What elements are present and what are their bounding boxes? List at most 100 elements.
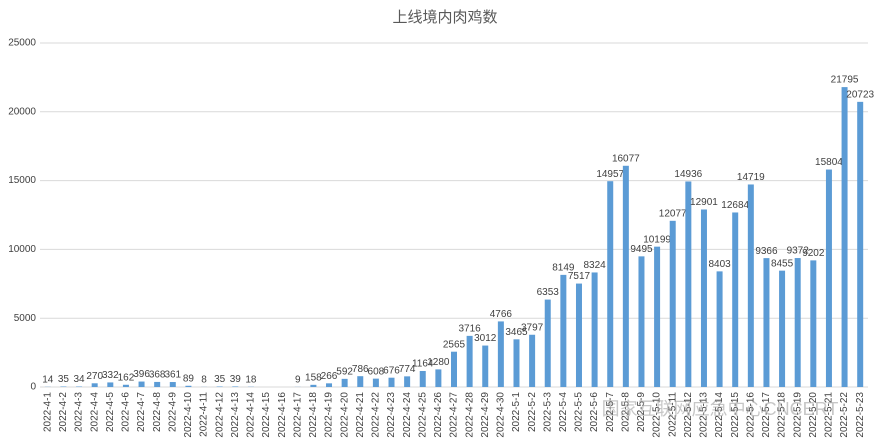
data-label: 1164	[412, 359, 434, 370]
bar	[513, 339, 520, 387]
data-label: 8149	[552, 263, 575, 274]
x-tick-label: 2022-4-9	[167, 392, 178, 432]
data-label: 8403	[708, 259, 731, 270]
x-tick-label: 2022-5-1	[511, 392, 522, 432]
x-tick-label: 2022-4-1	[42, 392, 53, 432]
bar	[825, 169, 832, 387]
x-tick-label: 2022-5-2	[527, 392, 538, 432]
x-tick-label: 2022-4-29	[480, 392, 491, 438]
data-label: 21795	[831, 75, 859, 86]
data-label: 12077	[659, 208, 687, 219]
bar	[341, 378, 348, 387]
x-tick-label: 2022-5-6	[589, 392, 600, 432]
data-label: 3797	[521, 322, 544, 333]
bar	[529, 334, 536, 387]
y-tick-label: 10000	[8, 244, 36, 255]
data-label: 592	[336, 366, 353, 377]
bar	[326, 383, 333, 387]
x-tick-label: 2022-4-25	[417, 392, 428, 438]
bar	[810, 260, 817, 387]
bar	[607, 181, 614, 387]
data-label: 774	[399, 364, 416, 375]
bar	[841, 87, 848, 387]
data-label: 14957	[596, 169, 624, 180]
x-tick-label: 2022-4-21	[355, 392, 366, 438]
bar	[169, 382, 176, 387]
data-label: 20723	[846, 89, 874, 100]
data-label: 14719	[737, 172, 765, 183]
x-tick-label: 2022-5-15	[730, 392, 741, 438]
x-tick-label: 2022-4-14	[246, 392, 257, 438]
x-tick-label: 2022-4-26	[433, 392, 444, 438]
data-label: 18	[245, 374, 257, 385]
x-tick-label: 2022-4-16	[277, 392, 288, 438]
bar	[747, 184, 754, 387]
x-tick-label: 2022-4-23	[386, 392, 397, 438]
y-tick-label: 5000	[14, 313, 37, 324]
bar	[107, 382, 114, 387]
bar	[91, 383, 98, 387]
x-tick-label: 2022-4-17	[292, 392, 303, 438]
x-tick-label: 2022-4-8	[152, 392, 163, 432]
bar	[857, 101, 864, 388]
x-tick-label: 2022-4-24	[402, 392, 413, 438]
x-tick-label: 2022-4-12	[214, 392, 225, 438]
x-tick-label: 2022-4-13	[230, 392, 241, 438]
x-tick-label: 2022-5-14	[714, 392, 725, 438]
y-tick-label: 25000	[8, 38, 36, 49]
x-tick-label: 2022-5-3	[542, 392, 553, 432]
bar	[638, 256, 645, 387]
bar	[482, 345, 489, 387]
x-tick-label: 2022-5-18	[777, 392, 788, 438]
data-label: 14	[42, 374, 54, 385]
bar	[419, 370, 426, 387]
y-tick-label: 15000	[8, 175, 36, 186]
x-tick-label: 2022-5-20	[808, 392, 819, 438]
y-tick-label: 20000	[8, 106, 36, 117]
x-tick-label: 2022-5-10	[652, 392, 663, 438]
data-label: 15804	[815, 157, 843, 168]
data-label: 6353	[537, 287, 560, 298]
x-tick-label: 2022-4-30	[496, 392, 507, 438]
data-label: 9372	[787, 246, 810, 257]
data-label: 396	[133, 369, 150, 380]
x-tick-label: 2022-4-20	[339, 392, 350, 438]
x-tick-label: 2022-5-22	[839, 392, 850, 438]
bar	[357, 376, 364, 387]
data-label: 786	[352, 364, 369, 375]
data-label: 34	[73, 374, 85, 385]
x-tick-label: 2022-5-9	[636, 392, 647, 432]
bar	[560, 274, 567, 387]
data-label: 35	[214, 374, 226, 385]
data-label: 7517	[568, 271, 591, 282]
data-label: 9	[295, 375, 301, 386]
bar	[685, 181, 692, 387]
x-tick-label: 2022-4-3	[74, 392, 85, 432]
x-tick-label: 2022-5-8	[620, 392, 631, 432]
data-label: 8455	[771, 258, 794, 269]
data-label: 608	[368, 366, 385, 377]
bar	[669, 220, 676, 387]
data-label: 14936	[674, 169, 702, 180]
x-tick-label: 2022-4-4	[89, 392, 100, 432]
x-tick-label: 2022-4-19	[324, 392, 335, 438]
bar	[451, 351, 457, 387]
bar	[622, 165, 629, 387]
x-tick-label: 2022-5-4	[558, 392, 569, 432]
x-tick-label: 2022-4-27	[449, 392, 460, 438]
data-label: 35	[58, 374, 70, 385]
data-label: 3012	[474, 333, 497, 344]
bar	[310, 384, 317, 387]
data-label: 2565	[443, 339, 466, 350]
bar	[435, 369, 442, 387]
data-label: 16077	[612, 153, 640, 164]
bar	[732, 212, 739, 387]
chart-title: 上线境内肉鸡数	[392, 8, 497, 26]
bar	[716, 271, 723, 387]
bar	[388, 377, 395, 387]
x-tick-label: 2022-4-28	[464, 392, 475, 438]
watermark: 国家互联网应急中心CNCERT	[602, 399, 839, 419]
bar	[154, 381, 161, 387]
data-label: 1280	[427, 357, 450, 368]
